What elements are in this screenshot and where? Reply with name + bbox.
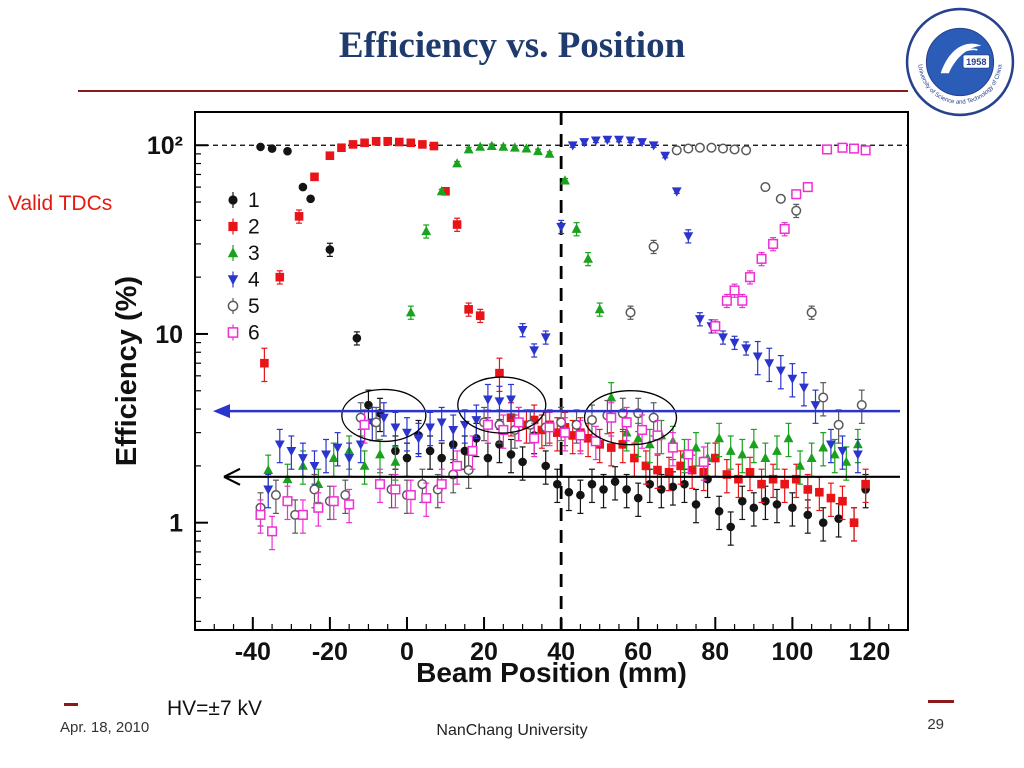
chart-legend: 1 2 3 4 5 6: [227, 189, 260, 345]
series-4: [263, 135, 863, 509]
page-number: 29: [927, 716, 944, 733]
valid-tdcs-label: Valid TDCs: [8, 192, 113, 215]
logo-year: 1958: [966, 57, 986, 67]
reference-lines: [195, 112, 908, 630]
svg-text:80: 80: [701, 638, 729, 666]
series-3: [263, 140, 863, 504]
footer-institution: NanChang University: [436, 722, 588, 739]
svg-text:40: 40: [547, 638, 575, 666]
svg-text:3: 3: [248, 242, 260, 265]
threshold-arrows: [213, 404, 900, 486]
footer-date: Apr. 18, 2010: [60, 719, 150, 736]
logo-swoosh: [940, 43, 982, 74]
series-5: [255, 142, 867, 534]
footer-accent-right: [928, 700, 954, 703]
svg-text:4: 4: [248, 269, 260, 292]
svg-text:-40: -40: [235, 638, 271, 666]
svg-text:5: 5: [248, 295, 260, 318]
svg-text:-20: -20: [312, 638, 348, 666]
svg-text:6: 6: [248, 322, 260, 345]
svg-text:0: 0: [400, 638, 414, 666]
svg-text:20: 20: [470, 638, 498, 666]
svg-text:10²: 10²: [147, 132, 183, 160]
svg-text:Beam Position (mm): Beam Position (mm): [416, 657, 687, 688]
logo-swoosh-line: [944, 48, 978, 71]
footer-accent-left: [64, 703, 78, 706]
svg-text:1: 1: [169, 510, 183, 538]
svg-text:60: 60: [624, 638, 652, 666]
svg-text:10: 10: [155, 321, 183, 349]
university-logo: 1958 University of Science and Technolog…: [905, 7, 1015, 117]
logo-year-banner: [962, 54, 990, 69]
series-1: [256, 142, 870, 546]
title-underline: [78, 90, 908, 92]
svg-text:Efficiency (%): Efficiency (%): [111, 276, 143, 466]
svg-text:100: 100: [772, 638, 814, 666]
page-title: Efficiency vs. Position: [338, 25, 686, 66]
svg-text:1: 1: [248, 189, 260, 212]
series-6: [255, 142, 871, 551]
highlight-ellipses: [341, 376, 678, 446]
svg-text:2: 2: [248, 216, 260, 239]
hv-label: HV=±7 kV: [167, 697, 262, 720]
svg-text:120: 120: [849, 638, 891, 666]
chart-axes: -40 -20 0 20 40 60 80 100 120 1 10 10² Beam Position…: [111, 111, 909, 688]
